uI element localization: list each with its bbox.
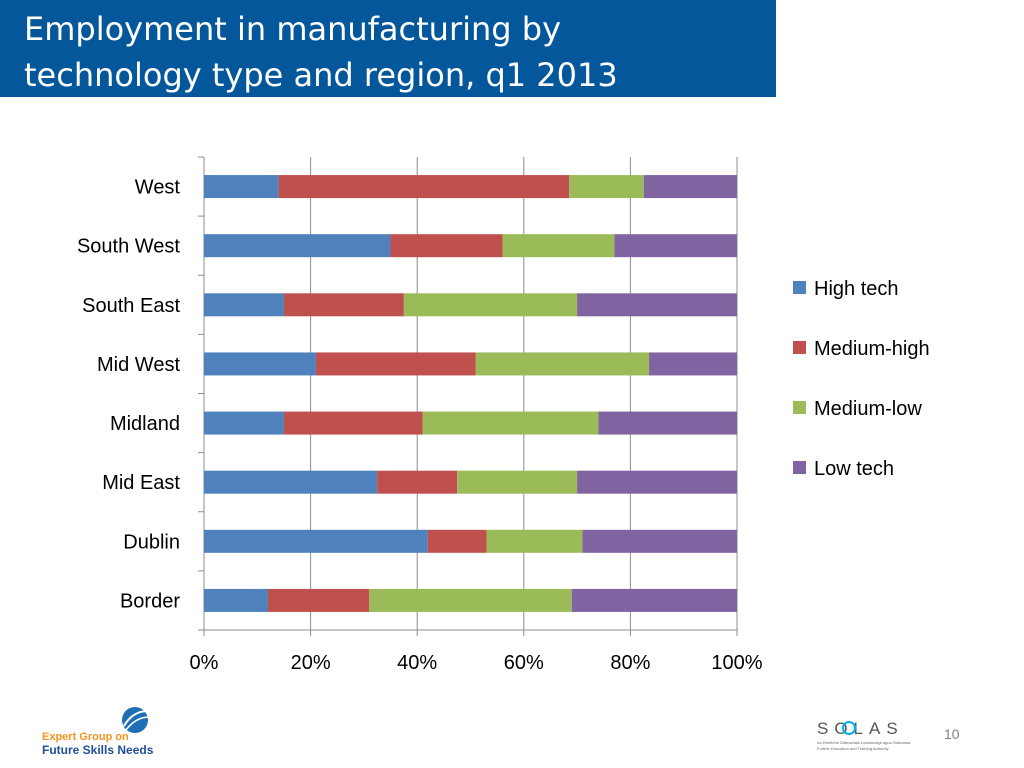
slide-title: Employment in manufacturing by technolog… [24,10,618,94]
solas-logo: SOLAS An tSeirbhís Oideachais Leanúnaigh… [815,716,925,754]
stacked-bar-chart: 0% 20% 40% 60% 80% 100% West South West South Ea… [77,156,930,674]
category-label: South West [77,236,180,258]
bar-segment [267,588,370,612]
bar-segment [204,470,378,494]
expert-group-logo: Expert Group on Future Skills Needs [40,706,180,758]
bar-segment [283,411,423,435]
solas-logo-mark: SOLAS An tSeirbhís Oideachais Leanúnaigh… [817,719,911,751]
category-label: Mid East [102,472,180,494]
bar-segment [614,234,737,258]
legend-swatch [793,401,806,414]
category-label: Border [120,590,180,612]
bar-segment [569,175,644,199]
legend-label: Medium-high [814,338,930,360]
bar-segment [649,352,737,376]
bar-segment [204,175,279,199]
legend-swatch [793,281,806,294]
category-label: Mid West [97,354,180,376]
legend-label: Medium-low [814,398,922,420]
solas-logo-text: SOLAS [817,719,904,738]
expert-group-logo-line-2: Future Skills Needs [42,743,154,757]
solas-logo-subtext-2: Further Education and Training Authority [817,746,889,751]
expert-group-logo-line-1: Expert Group on [42,731,129,743]
expert-group-logo-mark: Expert Group on Future Skills Needs [42,707,154,757]
bar-segment [571,588,737,612]
blue-tile [776,0,838,97]
bar-segment [457,470,578,494]
x-tick-label: 0% [190,652,219,674]
bar-segment [283,293,404,317]
red-tile [900,0,962,97]
bar-segment [204,529,428,553]
orange-tile [962,0,1024,97]
legend-label: Low tech [814,458,894,480]
title-bar: Employment in manufacturing by technolog… [0,0,776,97]
bar-segment [577,293,737,317]
bar-segment [577,470,737,494]
category-label: West [135,177,181,199]
bar-segment [390,234,503,258]
category-label: South East [82,295,180,317]
x-tick-label: 60% [504,652,544,674]
bar-segment [315,352,476,376]
bar-segment [427,529,487,553]
bar-segment [502,234,615,258]
bar-segment [486,529,583,553]
bar-segment [582,529,737,553]
x-tick-label: 80% [610,652,650,674]
bar-segment [204,588,268,612]
circle-outline-icon [850,27,888,65]
category-label: Dublin [123,531,180,553]
bar-segment [377,470,458,494]
green-tile [838,0,900,97]
x-tick-label: 40% [397,652,437,674]
bar-segment [204,234,391,258]
bar-segment [422,411,599,435]
x-tick-label: 100% [711,652,762,674]
solas-logo-subtext-1: An tSeirbhís Oideachais Leanúnaigh agus … [817,740,911,745]
hexagon-outline-icon [910,28,952,66]
rectangle-outline-icon [791,20,823,72]
bar-segment [598,411,737,435]
bar-segment [475,352,650,376]
bar-segment [403,293,578,317]
category-label: Midland [110,413,180,435]
bar-segment [204,352,316,376]
bar-segment [278,175,570,199]
bar-segment [204,411,284,435]
x-tick-label: 20% [291,652,331,674]
legend-swatch [793,461,806,474]
page-number: 10 [944,726,960,742]
legend-label: High tech [814,278,899,300]
legend-swatch [793,341,806,354]
bar-segment [204,293,284,317]
bar-segment [369,588,572,612]
bar-segment [643,175,737,199]
triangle-outline-icon [978,16,1008,72]
